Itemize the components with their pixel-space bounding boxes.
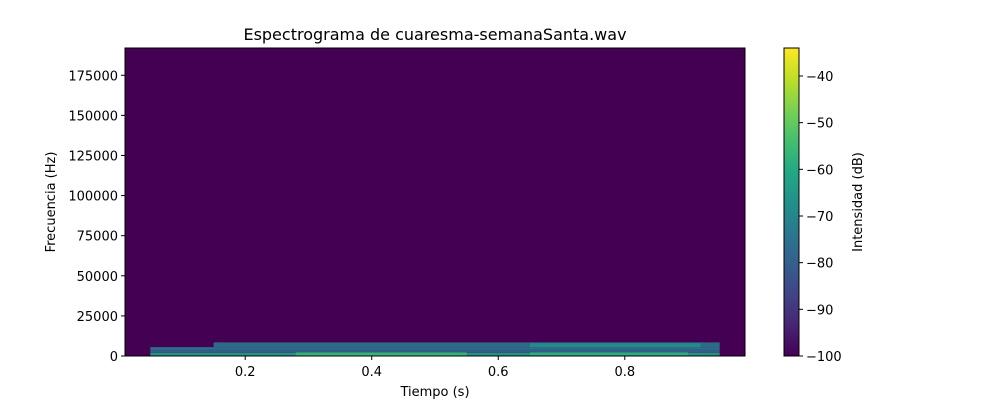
x-tick-label: 0.8 [614,365,635,380]
colorbar-tick-label: −100 [806,350,842,365]
y-axis-ticks: 0 25000 50000 75000 100000 125000 150000 175000 [68,69,125,365]
energy-band-5 [529,352,689,356]
y-tick-label: 75000 [77,230,118,245]
y-tick-label: 25000 [77,310,118,325]
chart-title: Espectrograma de cuaresma-semanaSanta.wa… [243,25,626,44]
spectrogram-background [125,48,745,356]
colorbar-tick-label: −90 [806,303,833,318]
x-tick-label: 0.6 [488,365,509,380]
energy-band-2 [150,347,720,350]
colorbar [783,47,800,357]
x-axis-label: Tiempo (s) [399,385,469,400]
energy-band-1 [150,349,720,353]
colorbar-tick-label: −80 [806,257,833,272]
y-tick-label: 150000 [68,109,118,124]
y-tick-label: 125000 [68,149,118,164]
spectrogram-energy-bands [150,342,720,356]
energy-band-4 [295,352,467,356]
y-axis-label: Frecuencia (Hz) [44,152,59,253]
y-tick-label: 0 [110,350,118,365]
energy-band-6 [529,343,701,348]
y-tick-label: 175000 [68,69,118,84]
colorbar-tick-label: −40 [806,70,833,85]
colorbar-tick-label: −50 [806,117,833,132]
colorbar-ticks: −40 −50 −60 −70 −80 −90 −100 [799,70,842,365]
y-tick-label: 100000 [68,190,118,205]
plot-frame [124,47,746,357]
colorbar-tick-label: −70 [806,210,833,225]
x-axis-ticks: 0.2 0.4 0.6 0.8 [235,356,635,380]
colorbar-label: Intensidad (dB) [851,152,866,252]
y-tick-label: 50000 [77,270,118,285]
x-tick-label: 0.2 [235,365,256,380]
x-tick-label: 0.4 [361,365,382,380]
energy-band-3 [213,342,720,348]
colorbar-tick-label: −60 [806,163,833,178]
